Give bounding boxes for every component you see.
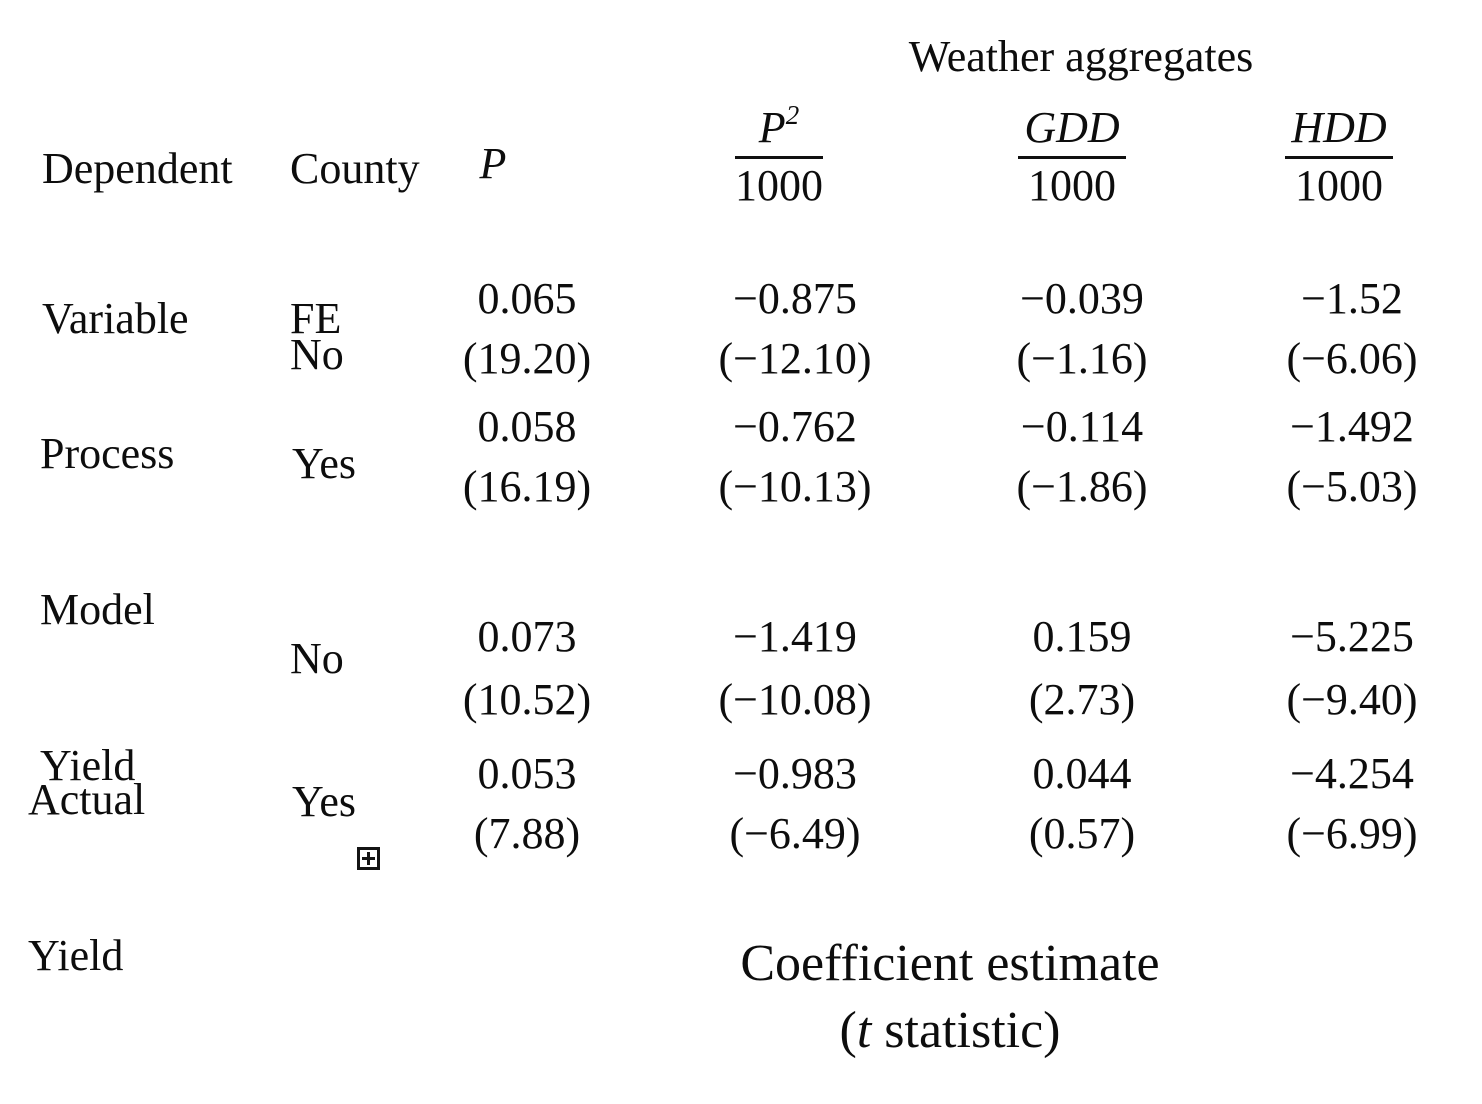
col-header-county-fe: County FE (290, 44, 420, 444)
coef-cell: −0.039 (1020, 274, 1144, 323)
table-handle-icon[interactable] (357, 847, 380, 870)
fraction-symbol: GDD (1024, 103, 1120, 152)
coef-cell: 0.073 (477, 612, 577, 661)
tstat-cell: (−6.49) (729, 809, 861, 858)
caption-line1: Coefficient estimate (740, 935, 1160, 992)
header-line: Variable (42, 294, 189, 343)
fraction: P2 1000 (735, 102, 823, 210)
col-header-dependent-variable: Dependent Variable (42, 44, 233, 444)
tstat-cell: (−1.86) (1016, 462, 1148, 511)
fraction: GDD 1000 (1018, 103, 1126, 210)
tstat-cell: (19.20) (462, 334, 592, 383)
tstat-cell: (−10.08) (718, 675, 872, 724)
fraction-numerator: GDD (1018, 103, 1126, 159)
fraction-numerator: P2 (735, 102, 823, 159)
coef-cell: −1.492 (1290, 402, 1414, 451)
fraction-superscript: 2 (785, 100, 800, 130)
header-line: Dependent (42, 144, 233, 193)
county-fe-value: No (290, 634, 344, 683)
label-line: Model (40, 585, 155, 634)
header-line: County (290, 144, 420, 193)
county-fe-value: No (290, 330, 344, 379)
col-header-gdd-over-1000: GDD 1000 (1002, 104, 1142, 210)
coef-cell: 0.058 (477, 402, 577, 451)
caption-line2: (t statistic) (700, 997, 1200, 1064)
table-caption: Coefficient estimate (t statistic) (700, 930, 1200, 1064)
tstat-cell: (−6.06) (1286, 334, 1418, 383)
label-line: Actual (28, 775, 146, 824)
tstat-cell: (−5.03) (1286, 462, 1418, 511)
caption-rest: statistic) (871, 1002, 1061, 1059)
header-line: FE (290, 294, 342, 343)
fraction-numerator: HDD (1285, 103, 1393, 159)
col-header-hdd-over-1000: HDD 1000 (1269, 104, 1409, 210)
label-line: Yield (40, 741, 136, 790)
coef-cell: −4.254 (1290, 749, 1414, 798)
fraction-symbol: P (758, 103, 786, 152)
col-header-p2-over-1000: P2 1000 (709, 102, 849, 210)
tstat-cell: (10.52) (462, 675, 592, 724)
fraction-denominator: 1000 (1027, 161, 1116, 210)
tstat-cell: (−10.13) (718, 462, 872, 511)
label-line: Yield (28, 931, 124, 980)
label-line: Process (40, 429, 175, 478)
tstat-cell: (−1.16) (1016, 334, 1148, 383)
tstat-cell: (−9.40) (1286, 675, 1418, 724)
fraction-denominator: 1000 (735, 161, 823, 210)
coef-cell: 0.065 (477, 274, 577, 323)
caption-t-symbol: t (856, 1002, 872, 1059)
coef-cell: 0.159 (1032, 612, 1132, 661)
tstat-cell: (7.88) (473, 809, 581, 858)
county-fe-value: Yes (292, 777, 357, 826)
coef-cell: −0.114 (1020, 402, 1144, 451)
county-fe-value: Yes (292, 439, 357, 488)
tstat-cell: (0.57) (1028, 809, 1136, 858)
fraction-denominator: 1000 (1294, 161, 1383, 210)
coef-cell: −1.419 (733, 612, 857, 661)
coef-cell: −0.762 (733, 402, 857, 451)
coef-cell: −5.225 (1290, 612, 1414, 661)
tstat-cell: (16.19) (462, 462, 592, 511)
tstat-cell: (−6.99) (1286, 809, 1418, 858)
fraction-symbol: HDD (1291, 103, 1387, 152)
coef-cell: 0.044 (1032, 749, 1132, 798)
tstat-cell: (2.73) (1028, 675, 1136, 724)
coef-cell: 0.053 (477, 749, 577, 798)
group-header-weather-aggregates: Weather aggregates (908, 32, 1254, 81)
coef-cell: −1.52 (1301, 274, 1403, 323)
coef-cell: −0.983 (733, 749, 857, 798)
tstat-cell: (−12.10) (718, 334, 872, 383)
coef-cell: −0.875 (733, 274, 857, 323)
row-group-label-actual-yield: Actual Yield (28, 670, 145, 1086)
row-group-label-process-model-yield: Process Model Yield (40, 324, 174, 896)
caption-paren: ( (839, 1002, 857, 1059)
col-header-p: P (479, 139, 507, 188)
fraction: HDD 1000 (1285, 103, 1393, 210)
